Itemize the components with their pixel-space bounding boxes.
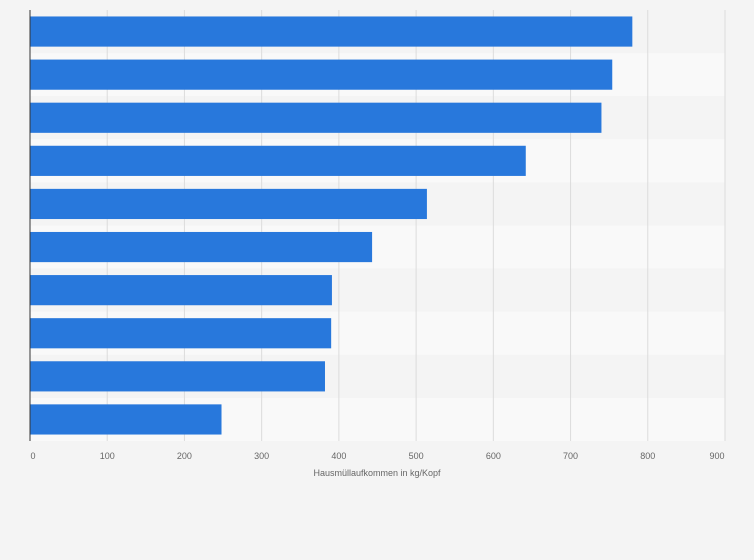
x-tick-label: 600 <box>486 451 501 461</box>
bar <box>30 145 526 176</box>
x-tick-label: 400 <box>331 451 346 461</box>
bar <box>30 59 613 90</box>
x-tick-label: 100 <box>100 451 115 461</box>
bar <box>30 188 427 220</box>
x-tick-labels: 0 100 200 300 400 500 600 700 800 900 <box>30 451 724 461</box>
x-tick-label: 900 <box>709 451 724 461</box>
bar <box>30 361 325 392</box>
bar <box>30 102 602 133</box>
x-tick-label: 300 <box>254 451 269 461</box>
bars <box>30 16 633 435</box>
x-tick-label: 0 <box>30 451 35 461</box>
x-tick-label: 700 <box>563 451 578 461</box>
x-axis-title: Hausmüllaufkommen in kg/Kopf <box>313 468 441 478</box>
x-tick-label: 800 <box>640 451 655 461</box>
bar <box>30 16 633 47</box>
bar <box>30 275 332 306</box>
bar <box>30 318 332 349</box>
x-tick-label: 500 <box>409 451 424 461</box>
bar <box>30 231 373 263</box>
x-tick-label: 200 <box>177 451 192 461</box>
bar <box>30 404 222 435</box>
